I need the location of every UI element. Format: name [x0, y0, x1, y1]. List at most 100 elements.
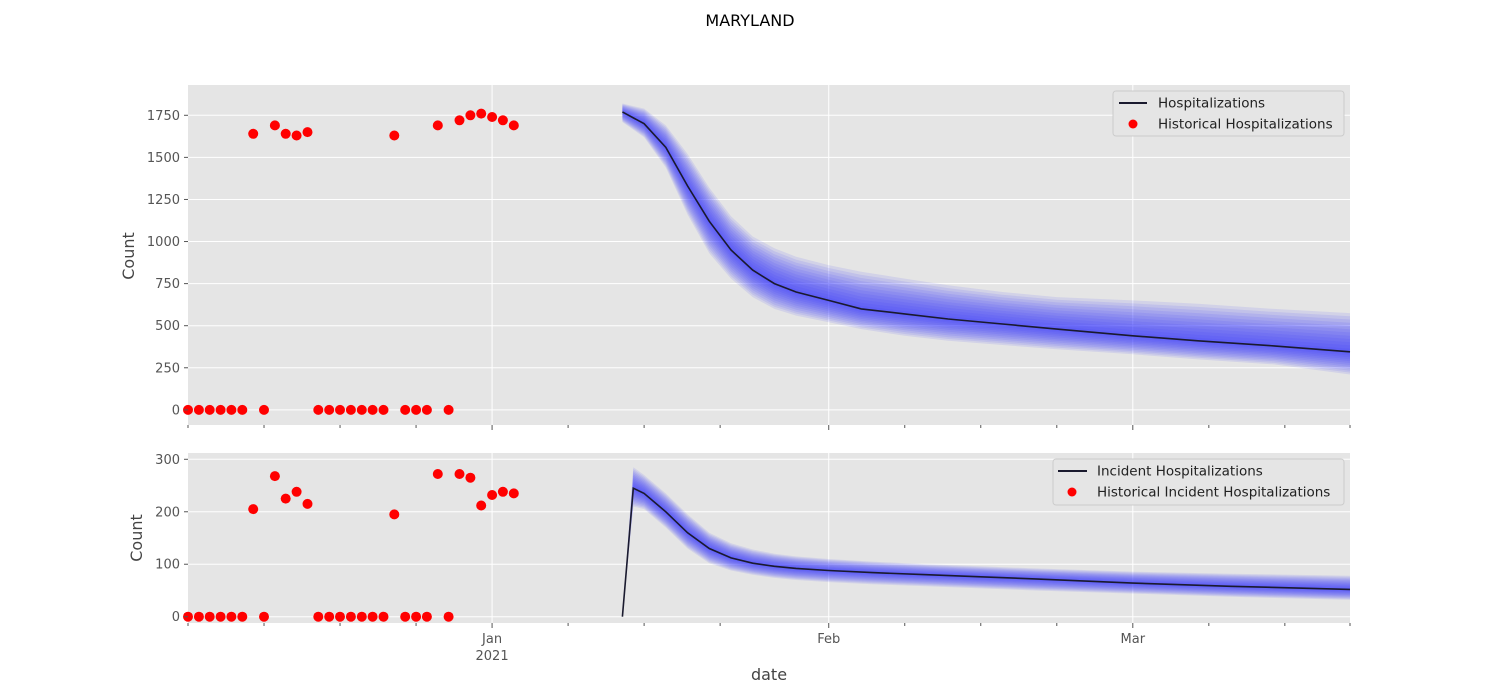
historical-point	[497, 115, 508, 126]
historical-point	[269, 120, 280, 131]
x-tick-label: Jan	[481, 632, 502, 647]
historical-point	[443, 404, 454, 415]
historical-point	[508, 120, 519, 131]
forecast-median-line	[622, 111, 1351, 353]
historical-point	[259, 611, 269, 622]
forecast-band-layer	[622, 477, 1350, 617]
y-tick-label: 1000	[147, 235, 180, 250]
forecast-band-layer	[622, 104, 1350, 371]
historical-point	[432, 120, 443, 131]
historical-point	[335, 611, 345, 622]
x-tick-labels: Jan 2021 Feb Mar	[476, 632, 1146, 664]
y-axis-title: Count	[119, 232, 138, 280]
legend: Hospitalizations Historical Hospitalizat…	[1112, 90, 1345, 137]
historical-point	[269, 471, 280, 482]
historical-point	[487, 490, 498, 500]
historical-point	[367, 404, 378, 415]
forecast-band-layer	[622, 467, 1350, 617]
y-axis: 0 250 500 750 1000 1250 1500 1750	[147, 109, 188, 418]
y-tick-label: 100	[155, 558, 180, 573]
historical-point	[465, 472, 476, 483]
legend-dot-marker	[1067, 487, 1077, 497]
historical-points	[183, 469, 519, 622]
forecast-band-layer	[622, 106, 1350, 367]
historical-point	[454, 469, 465, 479]
historical-point	[378, 611, 389, 622]
y-tick-label: 1500	[147, 151, 180, 166]
historical-point	[454, 115, 465, 126]
plot-area-background	[188, 85, 1350, 425]
forecast-band-layer	[622, 111, 1350, 354]
historical-point	[400, 404, 411, 415]
legend-label-hospitalizations: Hospitalizations	[1158, 96, 1265, 112]
figure-title: MARYLAND	[705, 11, 794, 30]
historical-point	[193, 611, 204, 622]
historical-point	[215, 611, 226, 622]
forecast-band-layer	[622, 109, 1350, 358]
historical-point	[291, 130, 302, 141]
forecast-band-layer	[622, 481, 1350, 617]
legend-label-historical-hospitalizations: Historical Hospitalizations	[1158, 117, 1333, 133]
y-tick-label: 0	[172, 610, 180, 625]
forecast-band-layer	[622, 104, 1350, 373]
y-tick-label: 1750	[147, 109, 180, 124]
historical-point	[411, 404, 422, 415]
historical-points	[183, 108, 519, 415]
forecast-band-layer	[622, 109, 1350, 360]
forecast-band-layer	[622, 108, 1350, 362]
historical-point	[291, 486, 302, 497]
historical-point	[421, 611, 432, 622]
incident-hospitalizations-panel: 0 100 200 300 Count Jan 2021 Feb Mar Incident …	[127, 453, 1351, 664]
forecast-band-layer	[622, 107, 1350, 364]
legend: Incident Hospitalizations Historical Inc…	[1052, 458, 1345, 506]
historical-point	[237, 404, 248, 415]
forecast-band-layer	[622, 482, 1350, 617]
historical-point	[204, 611, 215, 622]
historical-point	[443, 611, 454, 622]
historical-point	[204, 404, 215, 415]
forecast-band-layer	[622, 103, 1350, 375]
historical-point	[313, 404, 324, 415]
historical-point	[356, 611, 367, 622]
legend-box	[1052, 458, 1345, 506]
historical-point	[487, 112, 498, 122]
y-axis: 0 100 200 300	[155, 453, 188, 625]
historical-point	[215, 404, 226, 415]
historical-point	[313, 611, 324, 622]
historical-point	[378, 404, 389, 415]
x-tick-sublabel: 2021	[476, 649, 509, 664]
historical-point	[237, 611, 248, 622]
forecast-lines	[621, 486, 1351, 617]
historical-point	[302, 498, 313, 509]
historical-point	[356, 404, 367, 415]
forecast-band-layer	[622, 470, 1350, 617]
y-tick-label: 1250	[147, 193, 180, 208]
forecast-median-line	[621, 486, 1351, 617]
historical-point	[248, 504, 259, 515]
historical-point	[400, 611, 411, 622]
historical-point	[324, 611, 335, 622]
historical-point	[389, 130, 400, 141]
legend-box	[1112, 90, 1345, 137]
historical-point	[302, 127, 313, 138]
historical-point	[248, 128, 259, 139]
forecast-lines	[622, 111, 1351, 353]
y-tick-label: 0	[172, 403, 180, 418]
historical-point	[324, 404, 335, 415]
historical-point	[508, 488, 519, 499]
historical-point	[259, 404, 269, 415]
historical-point	[345, 611, 356, 622]
hospitalizations-panel: 0 250 500 750 1000 1250 1500 1750 Count Hospita…	[119, 85, 1351, 430]
historical-point	[335, 404, 345, 415]
y-tick-label: 250	[155, 361, 180, 376]
forecast-band-layer	[622, 474, 1350, 617]
y-axis-title: Count	[127, 514, 146, 562]
historical-point	[226, 404, 237, 415]
historical-point	[476, 500, 487, 511]
legend-dot-marker	[1128, 119, 1138, 129]
historical-point	[389, 509, 400, 520]
historical-point	[411, 611, 422, 622]
x-ticks	[187, 623, 1351, 628]
historical-point	[367, 611, 378, 622]
forecast-band-layer	[622, 479, 1350, 617]
